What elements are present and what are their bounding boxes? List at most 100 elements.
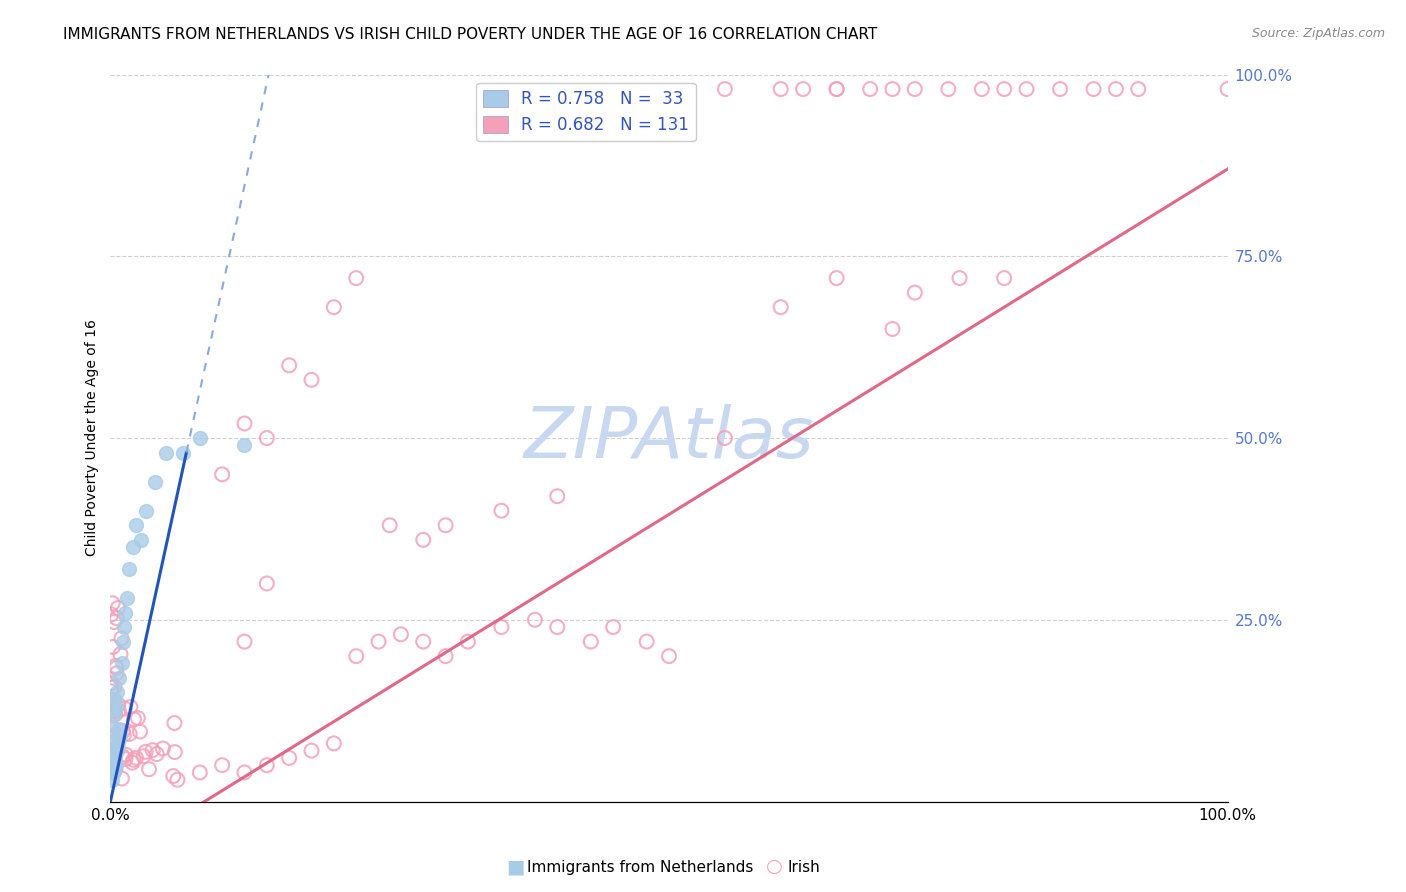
Point <box>107 601 129 615</box>
Y-axis label: Child Poverty Under the Age of 16: Child Poverty Under the Age of 16 <box>86 319 100 557</box>
Point <box>233 634 256 648</box>
Point <box>100 718 122 732</box>
Text: Immigrants from Netherlands: Immigrants from Netherlands <box>527 861 754 875</box>
Point <box>101 640 124 654</box>
Point <box>344 649 367 664</box>
Point <box>970 82 993 96</box>
Point <box>233 438 256 452</box>
Point <box>155 445 177 459</box>
Point <box>103 746 125 760</box>
Text: ○: ○ <box>766 857 783 876</box>
Point <box>322 300 344 314</box>
Point <box>636 634 658 648</box>
Point <box>101 596 124 610</box>
Point <box>100 676 122 690</box>
Point <box>100 765 122 780</box>
Point <box>367 634 389 648</box>
Point <box>143 475 166 489</box>
Point <box>100 693 122 707</box>
Point <box>108 724 131 739</box>
Point <box>122 712 145 726</box>
Point <box>278 359 301 373</box>
Point <box>105 700 128 714</box>
Point <box>412 533 434 547</box>
Point <box>111 634 134 648</box>
Point <box>344 271 367 285</box>
Text: Irish: Irish <box>787 861 820 875</box>
Point <box>188 431 211 445</box>
Point <box>104 747 127 761</box>
Point <box>301 744 323 758</box>
Point <box>546 489 568 503</box>
Point <box>110 647 132 661</box>
Point <box>166 772 188 787</box>
Text: ZIPAtlas: ZIPAtlas <box>524 403 814 473</box>
Point <box>114 701 136 715</box>
Point <box>111 749 134 764</box>
Point <box>103 680 125 694</box>
Point <box>111 772 134 786</box>
Point <box>105 744 128 758</box>
Point <box>127 711 149 725</box>
Point <box>825 82 848 96</box>
Point <box>233 765 256 780</box>
Point <box>602 620 624 634</box>
Point <box>1015 82 1038 96</box>
Point <box>101 772 124 787</box>
Point <box>101 722 124 736</box>
Point <box>110 657 132 671</box>
Point <box>104 692 127 706</box>
Point <box>135 745 157 759</box>
Point <box>129 724 152 739</box>
Point <box>993 82 1015 96</box>
Point <box>769 300 792 314</box>
Point <box>579 634 602 648</box>
Point <box>233 417 256 431</box>
Point <box>389 627 412 641</box>
Point <box>378 518 401 533</box>
Point <box>322 736 344 750</box>
Point <box>104 707 127 722</box>
Point <box>103 764 125 778</box>
Point <box>103 707 125 722</box>
Point <box>138 762 160 776</box>
Point <box>107 698 129 712</box>
Point <box>100 739 122 753</box>
Point <box>112 620 135 634</box>
Point <box>105 685 128 699</box>
Point <box>188 765 211 780</box>
Point <box>162 769 184 783</box>
Point <box>825 271 848 285</box>
Point <box>211 758 233 772</box>
Point <box>1105 82 1128 96</box>
Point <box>491 620 513 634</box>
Point <box>882 322 904 336</box>
Point <box>104 751 127 765</box>
Point <box>104 761 127 775</box>
Point <box>163 745 186 759</box>
Point <box>103 750 125 764</box>
Point <box>412 634 434 648</box>
Point <box>714 431 737 445</box>
Point <box>278 751 301 765</box>
Point <box>904 82 927 96</box>
Point <box>112 728 135 742</box>
Point <box>105 611 128 625</box>
Point <box>948 271 970 285</box>
Point <box>115 747 138 762</box>
Point <box>769 82 792 96</box>
Point <box>101 731 124 745</box>
Point <box>101 736 124 750</box>
Point <box>904 285 927 300</box>
Point <box>105 758 128 772</box>
Point <box>118 727 141 741</box>
Point <box>658 649 681 664</box>
Point <box>118 562 141 576</box>
Point <box>120 700 142 714</box>
Point <box>103 752 125 766</box>
Point <box>256 758 278 772</box>
Point <box>256 431 278 445</box>
Point <box>104 704 127 718</box>
Point <box>100 736 122 750</box>
Point <box>172 445 194 459</box>
